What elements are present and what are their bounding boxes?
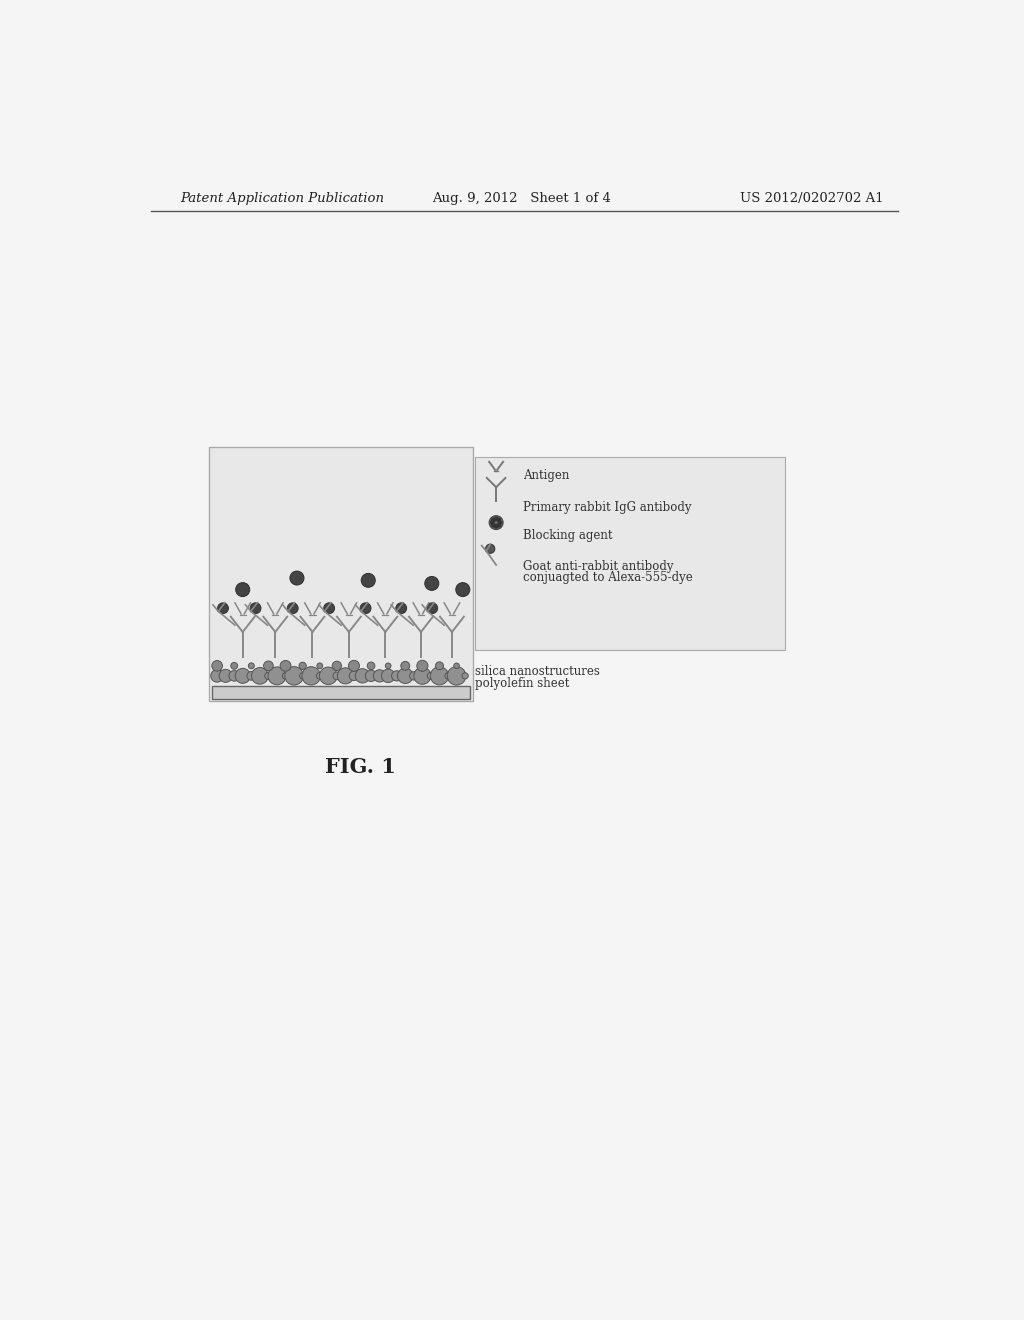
Text: Goat anti-rabbit antibody: Goat anti-rabbit antibody xyxy=(523,561,674,573)
Text: Blocking agent: Blocking agent xyxy=(523,529,612,543)
Text: conjuagted to Alexa-555-dye: conjuagted to Alexa-555-dye xyxy=(523,572,693,585)
Text: US 2012/0202702 A1: US 2012/0202702 A1 xyxy=(740,191,884,205)
Circle shape xyxy=(252,668,268,684)
Circle shape xyxy=(337,668,353,684)
Circle shape xyxy=(283,673,289,678)
Circle shape xyxy=(492,524,495,527)
Circle shape xyxy=(217,603,228,614)
Text: Antigen: Antigen xyxy=(523,469,569,482)
Circle shape xyxy=(360,603,371,614)
Circle shape xyxy=(385,663,391,669)
Circle shape xyxy=(414,668,431,684)
Circle shape xyxy=(333,672,341,680)
Circle shape xyxy=(490,521,494,524)
Circle shape xyxy=(495,525,498,528)
Circle shape xyxy=(355,669,370,682)
Circle shape xyxy=(268,667,286,685)
Circle shape xyxy=(212,660,222,671)
Circle shape xyxy=(444,673,452,678)
Circle shape xyxy=(498,519,501,521)
Text: FIG. 1: FIG. 1 xyxy=(325,756,396,776)
Circle shape xyxy=(397,668,413,684)
Circle shape xyxy=(211,669,223,682)
Circle shape xyxy=(447,667,466,685)
Circle shape xyxy=(454,663,460,669)
Circle shape xyxy=(236,668,250,684)
Circle shape xyxy=(250,603,261,614)
Text: polyolefin sheet: polyolefin sheet xyxy=(475,677,569,690)
Circle shape xyxy=(435,661,443,669)
Circle shape xyxy=(319,667,337,685)
Circle shape xyxy=(368,663,375,669)
Circle shape xyxy=(489,516,503,529)
Text: silica nanostructures: silica nanostructures xyxy=(475,665,600,678)
Circle shape xyxy=(425,577,438,590)
Bar xyxy=(209,447,473,701)
Circle shape xyxy=(219,669,232,682)
Bar xyxy=(475,457,785,649)
Circle shape xyxy=(381,669,395,682)
Circle shape xyxy=(263,661,273,671)
Circle shape xyxy=(374,669,386,682)
Text: Primary rabbit IgG antibody: Primary rabbit IgG antibody xyxy=(523,500,692,513)
Circle shape xyxy=(265,672,272,680)
Text: Aug. 9, 2012   Sheet 1 of 4: Aug. 9, 2012 Sheet 1 of 4 xyxy=(432,191,611,205)
Circle shape xyxy=(281,660,291,672)
Circle shape xyxy=(349,671,358,681)
Circle shape xyxy=(495,517,498,520)
Circle shape xyxy=(324,603,335,614)
Circle shape xyxy=(456,582,470,597)
Circle shape xyxy=(366,671,377,681)
Circle shape xyxy=(348,660,359,672)
Circle shape xyxy=(498,524,501,527)
Circle shape xyxy=(417,660,428,672)
Circle shape xyxy=(300,673,306,678)
Circle shape xyxy=(290,572,304,585)
Circle shape xyxy=(427,672,434,680)
Circle shape xyxy=(230,663,238,669)
Circle shape xyxy=(236,582,250,597)
Circle shape xyxy=(302,667,321,685)
Circle shape xyxy=(285,667,303,685)
Circle shape xyxy=(499,521,502,524)
Circle shape xyxy=(316,672,324,680)
Circle shape xyxy=(332,661,342,671)
Circle shape xyxy=(391,671,401,681)
Circle shape xyxy=(247,672,256,680)
Circle shape xyxy=(430,667,449,685)
Circle shape xyxy=(427,603,437,614)
Circle shape xyxy=(400,661,410,671)
Circle shape xyxy=(249,663,254,669)
Circle shape xyxy=(462,673,468,678)
Circle shape xyxy=(485,544,495,553)
Circle shape xyxy=(410,672,418,680)
Circle shape xyxy=(396,603,407,614)
Circle shape xyxy=(492,519,495,521)
Bar xyxy=(212,686,470,700)
Circle shape xyxy=(229,671,240,681)
Circle shape xyxy=(299,663,306,669)
Circle shape xyxy=(361,573,375,587)
Circle shape xyxy=(316,663,323,669)
Text: Patent Application Publication: Patent Application Publication xyxy=(180,191,385,205)
Circle shape xyxy=(288,603,298,614)
